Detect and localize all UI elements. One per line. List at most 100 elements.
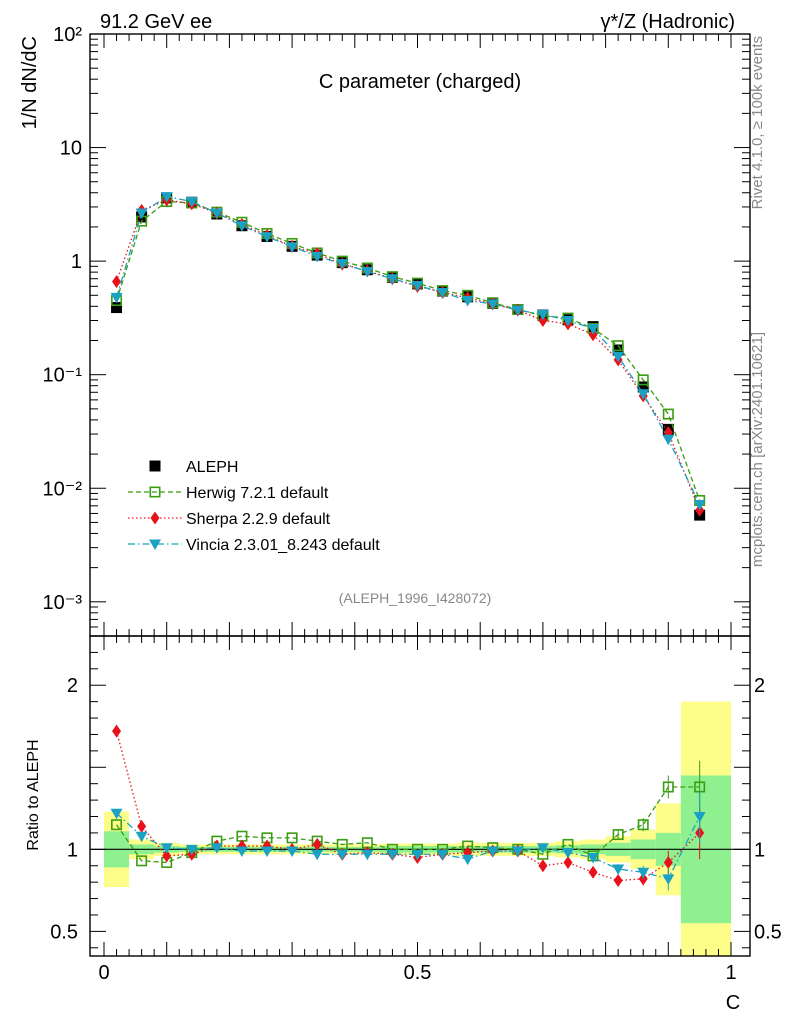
ratio-line [116,812,701,880]
ratio-point [637,867,650,879]
ratio-point [637,819,649,831]
ratio-point [185,844,198,856]
ratio-point [110,808,123,820]
data-point [361,267,374,278]
y-tick-label: 10⁻³ [43,592,83,614]
ratio-panel-frame [89,635,751,957]
ratio-point [486,846,499,857]
ratio-point [461,854,474,866]
ratio-point [662,781,674,793]
x-axis-label: C [726,992,740,1014]
ratio-point [311,849,324,861]
legend-entry: Vincia 2.3.01_8.243 default [128,537,380,554]
data-point [110,292,123,304]
y-axis-label-main: 1/N dN/dC [19,36,41,129]
y-tick-label: 10⁻¹ [43,365,83,387]
energy-label: 91.2 GeV ee [100,11,212,33]
ratio-y-tick-label-left: 0.5 [50,921,78,943]
ratio-uncertainty-bands [90,701,750,956]
ratio-y-tick-label-right: 0.5 [754,921,782,943]
data-point [637,374,649,386]
ratio-point [538,859,548,873]
ratio-point [286,846,299,857]
data-point [693,499,706,511]
ratio-point [312,837,322,851]
ratio-point [162,849,172,863]
ratio-sherpa [112,724,705,888]
legend-label: Vincia 2.3.01_8.243 default [186,537,380,554]
x-tick-label: 0.5 [404,962,432,984]
data-point [311,251,324,263]
data-point [210,208,223,220]
y-axis-label-ratio: Ratio to ALEPH [25,739,42,850]
ratio-point [587,853,600,864]
ratio-vincia [110,790,706,891]
ratio-point [693,812,706,823]
series-vincia [110,192,706,511]
ratio-point [662,874,675,885]
data-point [411,281,424,292]
ratio-point [613,874,623,888]
x-tick-label: 1 [725,962,736,984]
ratio-y-tick-label-right: 1 [754,839,765,861]
data-point [436,287,449,299]
ratio-y-tick-label-left: 1 [67,839,78,861]
data-point [612,351,625,363]
data-point [235,221,248,232]
legend-marker [150,511,160,525]
axes-frame: 0 0.5 1 10⁻³ 10⁻² 10⁻¹ 1 10 10² 0.5 0.5 1 1 2 2 [43,24,782,984]
legend: ALEPH Herwig 7.2.1 default Sherpa 2.2.9 de… [128,459,380,554]
legend-marker [149,460,161,472]
ratio-point [561,848,574,859]
data-point [160,192,173,203]
data-point [261,232,274,243]
data-point [185,197,198,208]
data-point [662,408,674,420]
mcplots-label: mcplots.cern.ch [arXiv:2401.10621] [749,332,766,567]
ratio-point [536,843,549,854]
ratio-point [361,849,374,861]
y-tick-label: 1 [71,251,82,273]
ratio-point [111,819,123,831]
ratio-y-tick-label-left: 2 [67,675,78,697]
ratio-point [411,849,424,861]
legend-label: ALEPH [186,459,238,476]
legend-label: Sherpa 2.2.9 default [186,511,331,528]
legend-entry: ALEPH [149,459,238,476]
ratio-point [137,819,147,833]
ratio-point [511,846,524,857]
ratio-point [210,843,223,854]
ratio-point [386,849,399,861]
x-tick-label: 0 [98,962,109,984]
analysis-tag: (ALEPH_1996_I428072) [339,590,492,606]
data-point [486,299,499,310]
ratio-point [336,849,349,861]
chart-title: C parameter (charged) [319,71,521,93]
ratio-point [612,829,624,841]
main-panel-series [110,192,706,521]
ratio-y-tick-label-right: 2 [754,675,765,697]
ratio-point [588,865,598,879]
data-point [336,259,349,270]
ratio-point [112,724,122,738]
data-point [662,434,675,446]
legend-marker [149,486,161,498]
data-point [286,242,299,253]
ratio-point [160,843,173,854]
ratio-point [563,855,573,869]
data-point [612,340,624,352]
ratio-point [436,849,449,861]
legend-entry: Sherpa 2.2.9 default [128,511,331,528]
data-point [112,275,122,289]
data-point [461,296,474,307]
data-point [111,302,123,314]
data-point [637,389,650,400]
data-point [536,309,549,321]
ratio-point [235,846,248,857]
series-line [115,200,701,501]
y-tick-label: 10⁻² [43,478,83,500]
data-point [637,381,649,393]
y-tick-label: 10 [60,138,82,160]
legend-label: Herwig 7.2.1 default [186,485,329,502]
